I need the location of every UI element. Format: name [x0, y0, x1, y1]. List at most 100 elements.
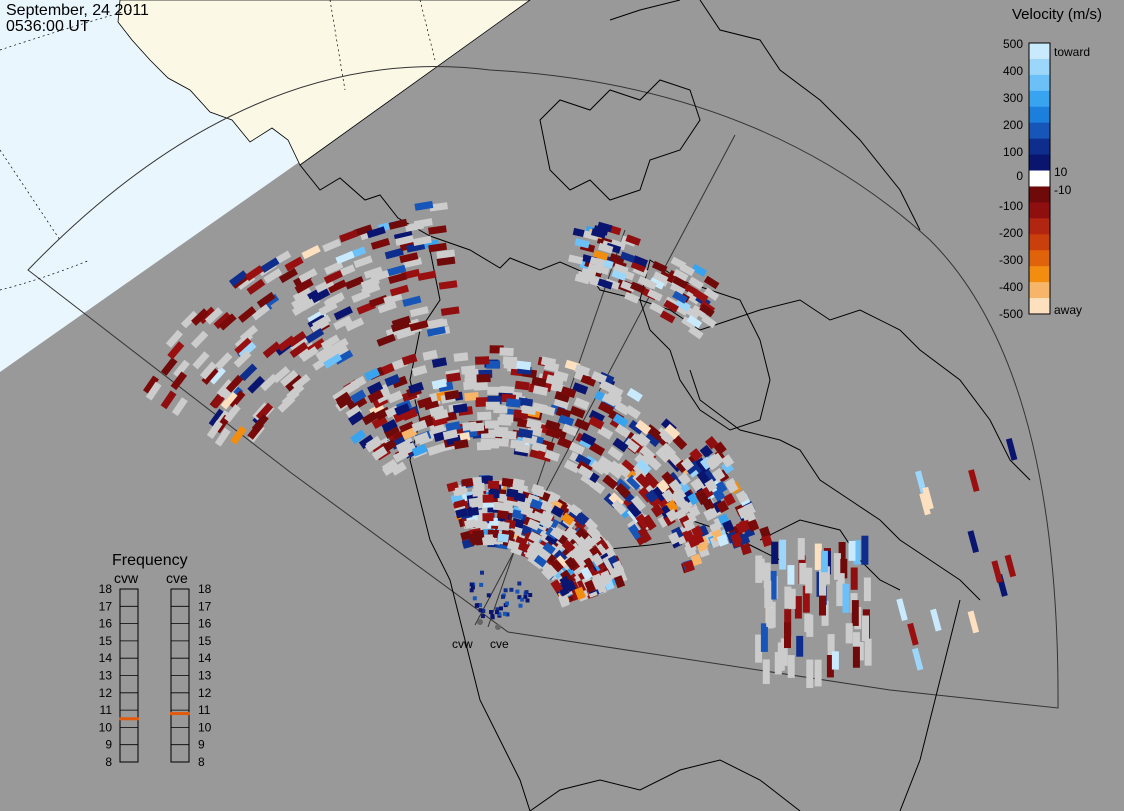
scatter-cell — [515, 589, 520, 594]
scatter-cell — [691, 304, 707, 319]
scatter-cell — [677, 480, 691, 495]
scatter-cell — [213, 311, 232, 330]
scatter-cell — [455, 508, 468, 519]
scatter-cell — [145, 381, 162, 401]
scatter-cell — [806, 659, 814, 688]
scatter-cell — [454, 485, 468, 497]
scatter-cell — [315, 344, 335, 361]
scatter-cell — [544, 449, 561, 462]
scatter-cell — [499, 386, 515, 395]
scatter-cell — [771, 541, 779, 565]
scatter-cell — [607, 446, 624, 461]
scatter-cell — [482, 537, 495, 546]
scatter-cell — [225, 374, 244, 393]
scatter-cell — [668, 531, 681, 545]
scatter-cell — [348, 411, 365, 426]
scatter-cell — [497, 611, 502, 616]
scatter-cell — [647, 289, 663, 302]
scatter-cell — [637, 527, 652, 544]
scatter-cell — [480, 614, 485, 619]
scatter-cell — [607, 464, 624, 479]
scatter-cell — [577, 270, 593, 282]
frequency-tick-right: 14 — [198, 651, 212, 665]
scatter-cell — [263, 268, 283, 284]
scatter-cell — [588, 416, 605, 430]
scatter-cell — [689, 448, 703, 462]
scatter-cell — [796, 635, 804, 657]
scatter-cell — [683, 560, 695, 573]
scatter-cell — [831, 651, 839, 670]
scatter-cell — [292, 373, 311, 391]
scatter-cell — [497, 521, 510, 531]
scatter-cell — [764, 580, 772, 608]
scatter-cell — [531, 441, 547, 454]
scatter-cell — [499, 606, 503, 611]
scatter-cell — [690, 553, 703, 567]
scatter-cell — [411, 364, 428, 377]
scatter-cell — [593, 250, 609, 261]
scatter-cell — [350, 429, 367, 445]
time-label: 0536:00 UT — [6, 18, 90, 35]
scatter-cell — [597, 242, 614, 254]
radar-site-label-cve: cve — [490, 637, 509, 651]
scatter-cell — [565, 550, 579, 564]
scatter-cell — [679, 263, 695, 277]
velocity-color-step — [1029, 170, 1050, 188]
scatter-cell — [596, 538, 609, 553]
scatter-cell — [520, 597, 525, 602]
scatter-cell — [861, 535, 869, 565]
scatter-cell — [690, 478, 704, 492]
scatter-cell — [199, 361, 218, 380]
scatter-cell — [630, 260, 647, 273]
scatter-cell — [170, 371, 188, 391]
scatter-cell — [589, 479, 606, 495]
scatter-cell — [291, 293, 311, 309]
velocity-color-step — [1029, 266, 1050, 283]
scatter-cell — [517, 595, 522, 600]
scatter-cell — [680, 457, 695, 472]
scatter-cell — [518, 397, 534, 408]
scatter-cell — [335, 250, 355, 265]
scatter-cell — [626, 387, 643, 403]
scatter-cell — [405, 221, 425, 232]
scatter-cell — [714, 480, 728, 494]
scatter-cell — [505, 398, 521, 408]
scatter-cell — [494, 438, 510, 447]
scatter-cell — [393, 409, 410, 423]
scatter-cell — [588, 442, 606, 456]
scatter-cell — [554, 555, 568, 569]
scatter-cell — [655, 447, 671, 463]
scatter-cell — [262, 341, 282, 359]
scatter-cell — [539, 404, 556, 417]
velocity-color-step — [1029, 43, 1050, 60]
scatter-cell — [842, 583, 850, 613]
scatter-cell — [665, 499, 679, 514]
scatter-cell — [390, 461, 407, 476]
scatter-cell — [244, 265, 264, 282]
scatter-cell — [652, 485, 668, 502]
scatter-cell — [853, 540, 861, 565]
scatter-cell — [289, 341, 309, 358]
scatter-cell — [395, 439, 412, 453]
frequency-tick-right: 12 — [198, 686, 212, 700]
scatter-cell — [433, 409, 449, 421]
scatter-cell — [381, 458, 398, 474]
scatter-cell — [298, 268, 318, 283]
scatter-cell — [701, 314, 717, 329]
scatter-cell — [402, 295, 422, 307]
scatter-cell — [167, 341, 185, 360]
scatter-cell — [431, 378, 447, 390]
scatter-cell — [649, 277, 665, 290]
scatter-cell — [238, 306, 257, 323]
scatter-cell — [431, 357, 448, 368]
scatter-cell — [911, 647, 924, 671]
scatter-cell — [848, 541, 856, 561]
scatter-cell — [597, 401, 615, 415]
scatter-cell — [968, 469, 980, 493]
scatter-cell — [586, 526, 601, 540]
scatter-cell — [630, 281, 646, 294]
scatter-cell — [388, 218, 408, 230]
daylight-landmass — [117, 0, 531, 166]
scatter-cell — [361, 282, 381, 296]
scatter-cell — [191, 308, 209, 326]
